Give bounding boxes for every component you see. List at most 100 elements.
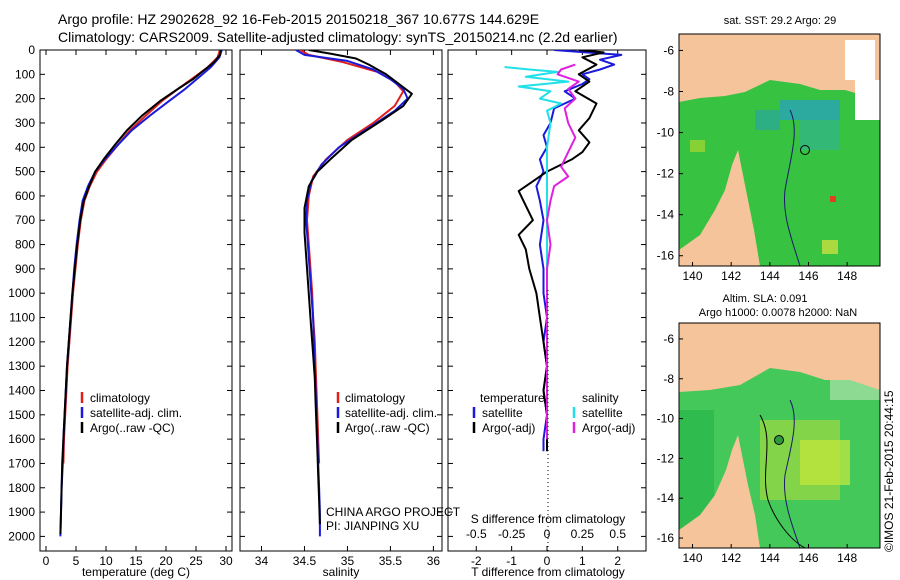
map-lon-label: 148 (837, 551, 857, 565)
temperature-legend: climatology satellite-adj. clim. Argo(..… (80, 391, 182, 435)
sla-map-ticks: 140 142 144 146 148 -6 -8 -10 -12 -14 -16 (657, 332, 858, 565)
sst-map-ticks: 140 142 144 146 148 -6 -8 -10 -12 -14 -16 (657, 43, 858, 283)
sst-warm-patch (822, 240, 838, 254)
y-tick-label: 1000 (8, 286, 35, 300)
png-landmass (679, 323, 880, 392)
y-tick-label: 1500 (8, 408, 35, 422)
legend-label-t-satellite: satellite (482, 406, 523, 420)
s-tick-label: -0.25 (498, 527, 526, 541)
pi-annotation: PI: JIANPING XU (326, 519, 419, 533)
y-tick-label: 800 (15, 238, 35, 252)
sst-warm-patch (690, 140, 705, 152)
map-lon-label: 148 (837, 269, 857, 283)
s-tick-label: 0 (544, 527, 551, 541)
sst-map (679, 34, 880, 266)
header-line1: Argo profile: HZ 2902628_92 16-Feb-2015 … (58, 11, 539, 27)
map-lat-label: -6 (663, 43, 674, 57)
legend-label-s-satellite: satellite (582, 406, 623, 420)
map-lat-label: -10 (657, 126, 675, 140)
sla-map-frame (678, 322, 881, 549)
legend-label-t-argo: Argo(-adj) (482, 421, 535, 435)
s-tick-label: 0.25 (571, 527, 595, 541)
y-tick-label: 1700 (8, 456, 35, 470)
series-line-argo (303, 50, 413, 525)
legend-label-argo: Argo(..raw -QC) (90, 421, 175, 435)
x-tick-label: 1 (579, 554, 586, 568)
legend-label-climatology: climatology (345, 391, 405, 405)
y-tick-label: 1600 (8, 432, 35, 446)
map-lon-label: 144 (760, 269, 780, 283)
y-tick-label: 700 (15, 213, 35, 227)
map-lon-label: 144 (760, 551, 780, 565)
s-tick-label: 0.5 (609, 527, 626, 541)
imos-timestamp: ©IMOS 21-Feb-2015 20:44:15 (882, 390, 896, 552)
y-tick-label: 600 (15, 189, 35, 203)
map-lat-label: -12 (657, 451, 675, 465)
x-tick-label: 30 (219, 554, 233, 568)
cape-york-land (679, 150, 760, 266)
map-lat-label: -10 (657, 412, 675, 426)
map-lat-label: -6 (663, 332, 674, 346)
temperature-axes: 0 5 10 15 20 25 300100200300400500600700800900… (8, 43, 233, 568)
map-lon-label: 140 (683, 551, 703, 565)
x-tick-label: 15 (129, 554, 143, 568)
y-tick-label: 200 (15, 92, 35, 106)
x-tick-label: 2 (614, 554, 621, 568)
y-tick-label: 400 (15, 140, 35, 154)
header-line2: Climatology: CARS2009. Satellite-adjuste… (58, 29, 618, 45)
sst-nodata-patch (855, 80, 880, 120)
x-tick-label: 34 (255, 554, 269, 568)
series-line-sat_salinity (504, 66, 570, 440)
sst-bathymetry-contour (783, 109, 801, 266)
sla-bathymetry-contour (783, 399, 801, 548)
sla-map (679, 323, 880, 548)
y-tick-label: 1100 (9, 311, 35, 325)
y-tick-label: 1200 (8, 335, 35, 349)
legend-title-temperature: temperature (480, 391, 545, 405)
x-tick-label: -1 (506, 554, 517, 568)
y-tick-label: 300 (15, 116, 35, 130)
map-lat-label: -16 (657, 249, 675, 263)
legend-label-satellite: satellite-adj. clim. (345, 406, 437, 420)
x-tick-label: 5 (73, 554, 80, 568)
y-tick-label: 900 (15, 262, 35, 276)
map-lat-label: -14 (657, 208, 675, 222)
sst-cool-patch (755, 110, 780, 130)
difference-series (504, 50, 623, 452)
map-lat-label: -14 (657, 491, 675, 505)
y-tick-label: 500 (15, 165, 35, 179)
x-tick-label: 34.5 (293, 554, 317, 568)
x-tick-label: -2 (471, 554, 482, 568)
sla-contour (759, 414, 806, 548)
x-tick-label: 35.5 (379, 554, 403, 568)
x-tick-label: 35 (341, 554, 355, 568)
y-tick-label: 2000 (8, 529, 35, 543)
sst-sea-patches (690, 100, 840, 254)
map-lon-label: 140 (683, 269, 703, 283)
x-tick-label: 0 (544, 554, 551, 568)
salinity-axes: 34 34.5 35 35.5 36 (240, 49, 442, 568)
png-landmass (679, 34, 880, 102)
y-tick-label: 1900 (8, 505, 35, 519)
sst-nodata-patch (845, 40, 875, 80)
argo-float-marker (774, 435, 784, 445)
map-lat-label: -8 (663, 84, 674, 98)
difference-legend-temperature: temperature satellite Argo(-adj) (472, 391, 545, 435)
sla-map-title: Altim. SLA: 0.091 (723, 293, 808, 305)
legend-title-salinity: salinity (582, 391, 619, 405)
map-lat-label: -8 (663, 372, 674, 386)
map-lon-label: 146 (798, 269, 818, 283)
temperature-xlabel: temperature (deg C) (82, 565, 190, 579)
sla-high-patch (800, 440, 850, 485)
x-tick-label: 0 (43, 554, 50, 568)
difference-legend-salinity: salinity satellite Argo(-adj) (572, 391, 635, 435)
s-tick-label: -0.5 (466, 527, 487, 541)
map-lon-label: 146 (798, 551, 818, 565)
series-line-argo (517, 50, 605, 452)
sst-cool-patch (800, 120, 840, 150)
series-line-satellite (59, 50, 223, 537)
map-lon-label: 142 (721, 269, 741, 283)
sst-warm-patch (830, 196, 836, 202)
sla-map-subtitle: Argo h1000: 0.0078 h2000: NaN (699, 307, 857, 319)
